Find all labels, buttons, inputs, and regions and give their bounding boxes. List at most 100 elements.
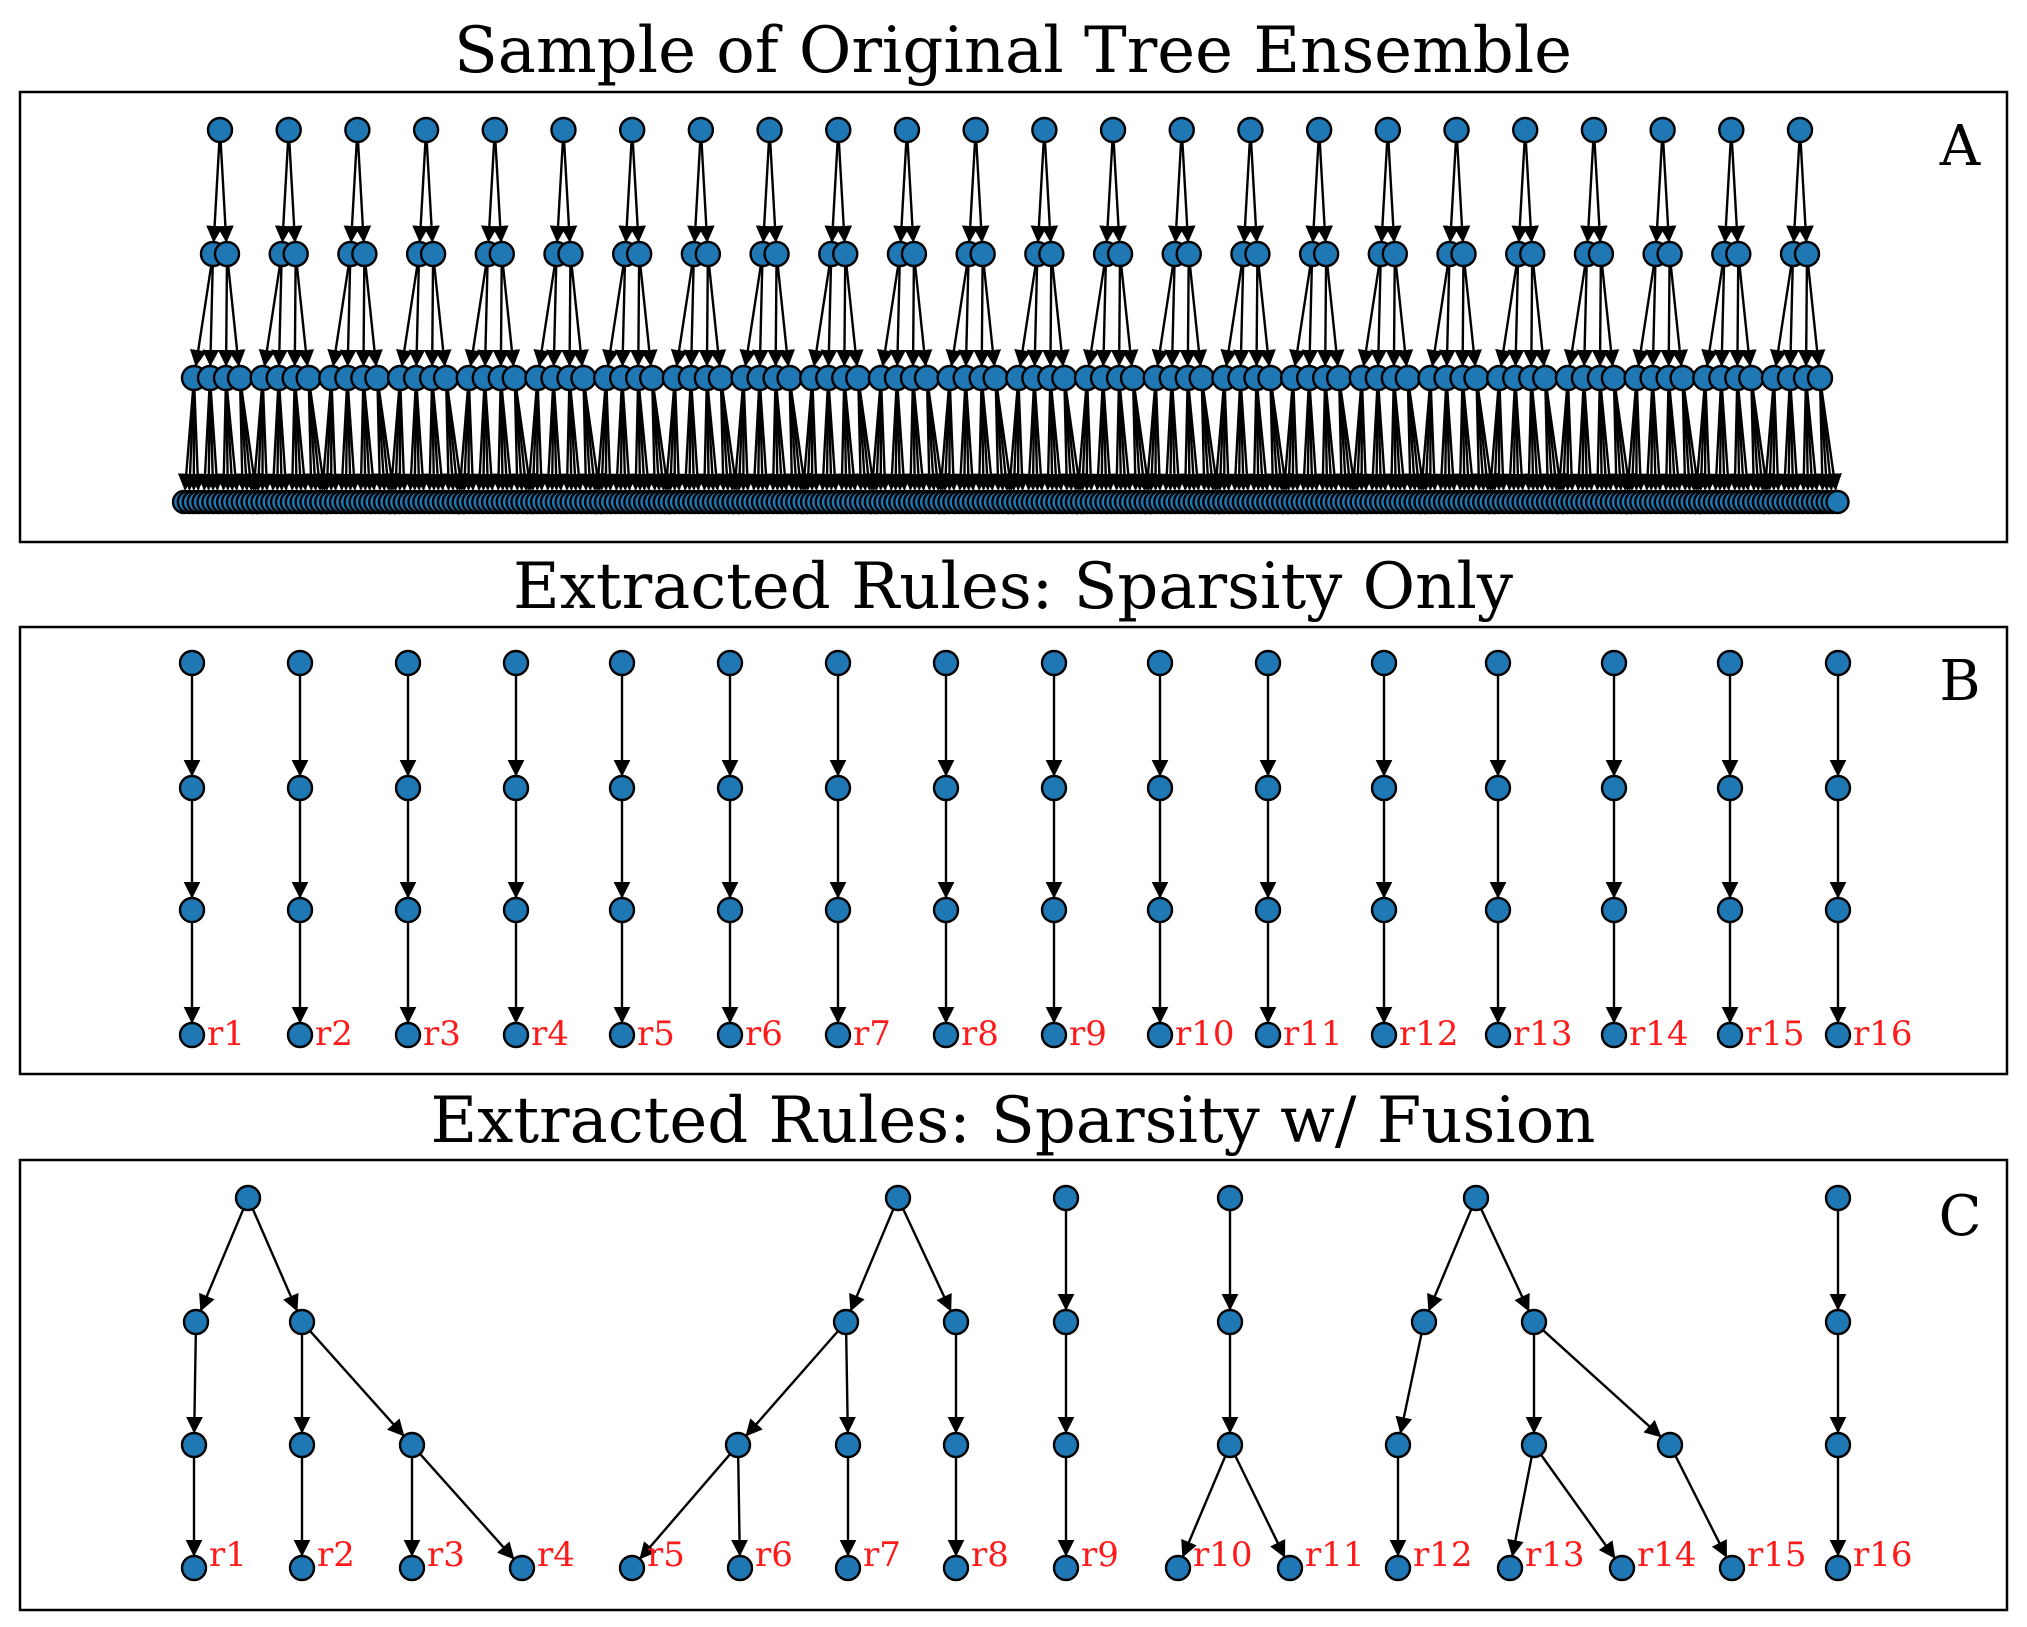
ensemble-edge — [309, 389, 331, 491]
ensemble-edge — [1232, 265, 1250, 367]
ensemble-edge — [1357, 389, 1374, 491]
ensemble-edge — [1247, 141, 1265, 243]
panel-b-frame — [18, 625, 2009, 1076]
ensemble-node — [1051, 364, 1078, 392]
rule-chain-3: r3 — [394, 649, 461, 1054]
ensemble-node — [1257, 364, 1284, 392]
ensemble-edge — [1202, 389, 1224, 491]
ensemble-edge — [1169, 389, 1187, 491]
ensemble-edge — [757, 389, 775, 491]
ensemble-node — [481, 116, 508, 144]
ensemble-node — [1237, 116, 1264, 144]
rule-node — [824, 896, 852, 924]
ensemble-edge — [258, 265, 282, 367]
ensemble-edge — [1532, 265, 1551, 367]
ensemble-edge — [532, 389, 550, 491]
ensemble-edge — [1453, 141, 1471, 243]
ensemble-edge — [1545, 389, 1568, 491]
ensemble-tree — [377, 116, 476, 515]
rule-chain-5: r5 — [608, 649, 675, 1054]
ensemble-edge — [1782, 265, 1800, 367]
ensemble-edge — [276, 389, 294, 491]
rule-node — [394, 896, 422, 924]
ensemble-node — [432, 364, 460, 392]
ensemble-node — [419, 240, 447, 268]
ensemble-edge — [1820, 389, 1842, 491]
ensemble-node — [1394, 364, 1422, 392]
rule-label-10: r10 — [1175, 1014, 1235, 1054]
ensemble-tree — [515, 116, 614, 515]
ensemble-edge — [1133, 389, 1155, 491]
ensemble-node — [282, 240, 309, 268]
ensemble-edge — [464, 389, 481, 491]
rule-node — [716, 896, 744, 924]
fused-edge — [849, 1208, 895, 1312]
rule-node — [1824, 649, 1852, 677]
ensemble-edge — [858, 389, 881, 491]
rule-chain-8: r8 — [932, 649, 999, 1054]
ensemble-edge — [464, 265, 488, 367]
ensemble-edge — [1385, 265, 1403, 367]
ensemble-edge — [963, 389, 981, 491]
ensemble-edge — [295, 265, 315, 367]
ensemble-edge — [914, 265, 933, 367]
ensemble-edge — [354, 141, 372, 243]
rule-node — [1040, 896, 1068, 924]
ensemble-edge — [1737, 389, 1755, 491]
ensemble-edge — [257, 389, 275, 491]
ensemble-edge — [1041, 141, 1059, 243]
rule-chain-4: r4 — [502, 649, 569, 1054]
rule-label-8: r8 — [961, 1014, 999, 1054]
ensemble-edge — [480, 141, 498, 243]
ensemble-edge — [482, 389, 500, 491]
ensemble-edge — [1729, 265, 1746, 367]
panel-c: Extracted Rules: Sparsity w/ Fusion C r1… — [18, 1084, 2009, 1612]
ensemble-tree — [996, 116, 1095, 515]
ensemble-edge — [515, 389, 537, 491]
ensemble-node — [1443, 116, 1470, 144]
ensemble-edge — [1563, 265, 1587, 367]
ensemble-edge — [1370, 265, 1387, 367]
ensemble-node — [488, 240, 515, 268]
rule-label-1: r1 — [207, 1014, 245, 1054]
ensemble-tree — [1339, 116, 1438, 515]
rule-chain-9: r9 — [1040, 649, 1107, 1054]
rule-node — [502, 649, 530, 677]
rule-node — [608, 896, 636, 924]
ensemble-edge — [491, 141, 509, 243]
ensemble-node — [1463, 364, 1490, 392]
fused-rule-label-2: r2 — [317, 1535, 355, 1575]
ensemble-edge — [227, 265, 246, 367]
ensemble-node — [1793, 240, 1821, 268]
fused-node — [1052, 1431, 1080, 1459]
ensemble-node — [501, 364, 528, 392]
rule-label-13: r13 — [1513, 1014, 1573, 1054]
ensemble-edge — [1590, 141, 1608, 243]
ensemble-edge — [225, 389, 244, 491]
fused-rule-label-9: r9 — [1081, 1535, 1119, 1575]
fused-rule-label-7: r7 — [863, 1535, 901, 1575]
ensemble-node — [900, 240, 928, 268]
ensemble-node — [1519, 240, 1546, 268]
fused-rule-label-1: r1 — [209, 1535, 247, 1575]
ensemble-node — [913, 364, 941, 392]
ensemble-edge — [903, 141, 921, 243]
ensemble-node — [832, 240, 859, 268]
ensemble-tree — [1202, 116, 1301, 515]
ensemble-edge — [630, 265, 647, 367]
ensemble-edge — [688, 389, 706, 491]
ensemble-tree — [1064, 116, 1163, 515]
rule-label-3: r3 — [423, 1014, 461, 1054]
fused-node — [1216, 1308, 1244, 1336]
ensemble-edge — [790, 389, 812, 491]
ensemble-edge — [1384, 141, 1402, 243]
fused-rule-label-3: r3 — [427, 1535, 465, 1575]
ensemble-edge — [339, 265, 357, 367]
fused-rule-label-10: r10 — [1193, 1535, 1253, 1575]
ensemble-edge — [957, 265, 975, 367]
ensemble-node — [1325, 364, 1353, 392]
rule-node — [286, 896, 314, 924]
ensemble-node — [618, 116, 646, 144]
ensemble-edge — [1305, 141, 1323, 243]
ensemble-edge — [687, 141, 704, 243]
